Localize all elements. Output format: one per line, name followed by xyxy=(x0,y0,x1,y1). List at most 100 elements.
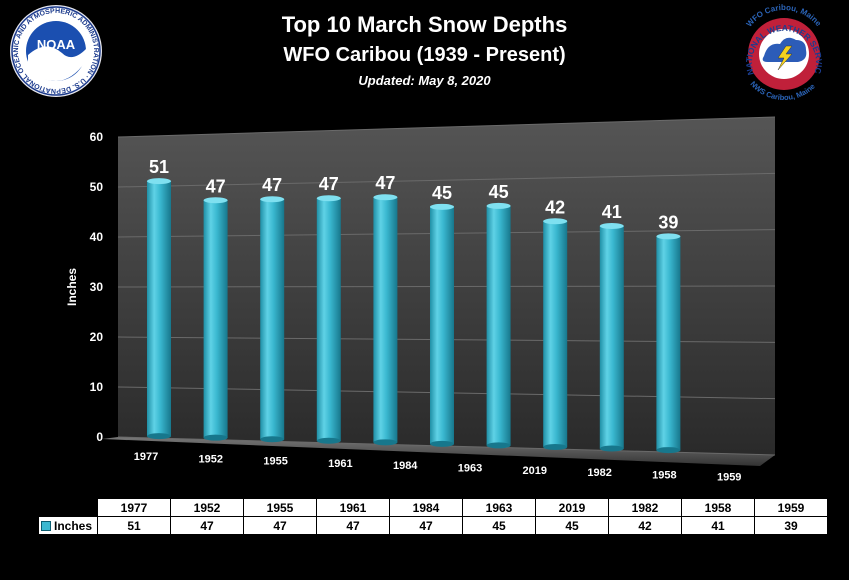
data-table-category: 1961 xyxy=(316,498,390,517)
bar-base xyxy=(543,443,568,450)
x-tick-label: 1959 xyxy=(717,472,741,484)
bar-body xyxy=(373,197,398,443)
data-table-value: 47 xyxy=(170,516,244,535)
data-table-category: 1982 xyxy=(608,498,682,517)
bar xyxy=(543,218,568,450)
chart-subtitle: WFO Caribou (1939 - Present) xyxy=(283,44,566,66)
bar-top xyxy=(147,178,171,185)
data-label: 41 xyxy=(602,202,622,222)
noaa-center-text: NOAA xyxy=(37,37,76,52)
data-table-category: 1958 xyxy=(681,498,755,517)
bar-base xyxy=(260,436,285,443)
bar-base xyxy=(599,445,624,452)
x-tick-label: 1952 xyxy=(199,453,223,465)
chart-title: Top 10 March Snow Depths xyxy=(281,12,568,37)
bar-base xyxy=(656,447,681,454)
bar-top xyxy=(430,203,454,210)
data-label: 39 xyxy=(658,212,678,232)
data-table-value: 47 xyxy=(243,516,317,535)
x-tick-label: 2019 xyxy=(523,465,547,477)
y-tick-label: 40 xyxy=(90,230,104,244)
data-table-series-label: Inches xyxy=(38,516,98,535)
bar-base xyxy=(373,439,398,446)
bar xyxy=(203,197,228,441)
bar-top xyxy=(656,233,681,240)
y-tick-label: 50 xyxy=(90,180,104,194)
bar-top xyxy=(260,196,285,203)
data-table-value: 47 xyxy=(316,516,390,535)
data-label: 47 xyxy=(319,174,339,194)
data-table: 1977 1952 1955 1961 1984 1963 2019 1982 1958 1959… xyxy=(38,498,828,535)
noaa-logo: NATIONAL OCEANIC AND ATMOSPHERIC ADMINIS… xyxy=(6,5,102,97)
x-tick-label: 1982 xyxy=(587,467,611,479)
bar xyxy=(316,195,341,444)
data-table-category: 1952 xyxy=(170,498,244,517)
data-table-row: Inches 51 47 47 47 47 45 45 42 41 39 xyxy=(38,516,828,535)
bar-body xyxy=(260,199,285,440)
bar-body xyxy=(599,226,624,449)
series-swatch xyxy=(41,521,51,532)
bar-body xyxy=(486,205,511,446)
data-table-category: 1963 xyxy=(462,498,536,517)
bar-top xyxy=(599,223,624,230)
bar-top xyxy=(316,195,341,202)
nws-logo: WFO Caribou, Maine NATIONAL WEATHER SERV… xyxy=(728,4,824,100)
x-tick-label: 1961 xyxy=(328,458,352,470)
data-table-category: 2019 xyxy=(535,498,609,517)
data-table-category: 1955 xyxy=(243,498,317,517)
x-tick-label: 1955 xyxy=(263,456,287,468)
bar-base xyxy=(203,434,228,441)
data-table-value: 45 xyxy=(535,516,609,535)
bar-chart: 0 10 20 30 40 50 60 51 47 47 47 47 45 45 42 41 39 1977 1… xyxy=(65,116,776,484)
data-table-corner xyxy=(38,498,98,517)
data-table-category: 1977 xyxy=(97,498,171,517)
bar-body xyxy=(656,236,681,451)
y-axis-label: Inches xyxy=(65,268,79,306)
data-label: 47 xyxy=(262,175,282,195)
data-label: 47 xyxy=(206,176,226,196)
bar xyxy=(147,178,171,440)
bar-base xyxy=(147,433,171,440)
chart-floor xyxy=(102,437,775,466)
bar-base xyxy=(430,440,454,447)
updated-date: Updated: May 8, 2020 xyxy=(358,73,491,88)
bar-body xyxy=(316,198,341,441)
data-label: 47 xyxy=(375,173,395,193)
bar-top xyxy=(543,218,568,225)
y-tick-label: 30 xyxy=(90,280,104,294)
data-table-value: 47 xyxy=(389,516,463,535)
bar-body xyxy=(147,181,171,437)
bar xyxy=(599,223,624,452)
data-table-value: 39 xyxy=(754,516,828,535)
y-tick-label: 60 xyxy=(90,130,104,144)
bar xyxy=(486,202,511,449)
x-tick-label: 1984 xyxy=(393,460,418,472)
bar xyxy=(260,196,285,443)
y-tick-label: 20 xyxy=(90,330,104,344)
x-tick-label: 1958 xyxy=(652,469,676,481)
bar-top xyxy=(203,197,228,204)
data-label: 45 xyxy=(432,183,452,203)
x-tick-label: 1977 xyxy=(134,451,158,463)
data-table-value: 51 xyxy=(97,516,171,535)
data-table-category: 1959 xyxy=(754,498,828,517)
x-tick-label: 1963 xyxy=(458,463,482,475)
data-table-value: 41 xyxy=(681,516,755,535)
bar xyxy=(430,203,454,447)
bar-body xyxy=(543,221,568,447)
gridline xyxy=(117,116,776,138)
data-table-header-row: 1977 1952 1955 1961 1984 1963 2019 1982 1958 1959 xyxy=(38,498,828,517)
data-label: 45 xyxy=(489,182,509,202)
gridline xyxy=(117,172,776,188)
y-tick-label: 0 xyxy=(96,430,103,444)
bar-base xyxy=(486,442,511,449)
data-label: 51 xyxy=(149,157,169,177)
data-table-series-name: Inches xyxy=(54,518,93,533)
bar xyxy=(373,194,398,446)
data-label: 42 xyxy=(545,197,565,217)
data-table-value: 42 xyxy=(608,516,682,535)
data-table-value: 45 xyxy=(462,516,536,535)
bar xyxy=(656,233,681,454)
bar-base xyxy=(316,437,341,444)
data-table-category: 1984 xyxy=(389,498,463,517)
